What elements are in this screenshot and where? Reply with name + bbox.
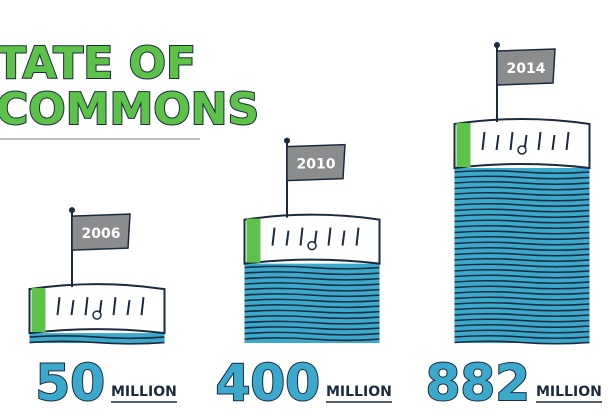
flag-knob bbox=[69, 207, 75, 213]
bill bbox=[455, 119, 590, 168]
unit-label: MILLION bbox=[536, 384, 602, 400]
stack bbox=[245, 264, 380, 343]
bill-band bbox=[247, 219, 261, 263]
unit-label: MILLION bbox=[111, 384, 177, 400]
value-label: 50 bbox=[35, 354, 105, 412]
flag-year: 2014 bbox=[507, 61, 546, 77]
bill-seal bbox=[308, 242, 316, 250]
bill-seal bbox=[518, 146, 526, 154]
flag-knob bbox=[284, 138, 290, 144]
bill-seal bbox=[93, 311, 101, 319]
bill bbox=[30, 284, 165, 333]
flag-year: 2006 bbox=[82, 226, 121, 242]
title-line: TATE OF bbox=[0, 38, 196, 89]
unit-label: MILLION bbox=[326, 384, 392, 400]
value-label: 882 bbox=[426, 354, 530, 412]
flag-knob bbox=[494, 42, 500, 48]
infographic: TATE OF COMMONS 2006 50 MILLION 2010 400 MILL… bbox=[0, 0, 612, 414]
bill bbox=[245, 215, 380, 264]
flag-year: 2010 bbox=[297, 157, 336, 173]
title-line: COMMONS bbox=[0, 84, 259, 135]
bill-band bbox=[457, 123, 471, 167]
value-label: 400 bbox=[216, 354, 320, 412]
bill-band bbox=[32, 288, 46, 332]
